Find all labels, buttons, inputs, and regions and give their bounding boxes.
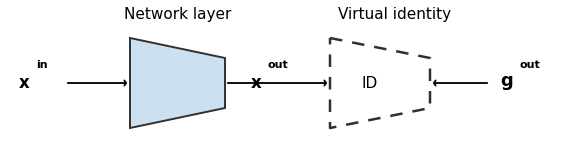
Text: Virtual identity: Virtual identity [338, 6, 452, 22]
Text: out: out [519, 60, 540, 70]
Text: Network layer: Network layer [124, 6, 232, 22]
Text: out: out [268, 60, 289, 70]
Text: in: in [36, 60, 47, 70]
Text: $\bf{x}$: $\bf{x}$ [250, 74, 262, 92]
Polygon shape [130, 38, 225, 128]
Text: ID: ID [362, 76, 378, 90]
Text: $\bf{x}$: $\bf{x}$ [18, 74, 30, 92]
Text: $\bf{g}$: $\bf{g}$ [500, 74, 513, 92]
